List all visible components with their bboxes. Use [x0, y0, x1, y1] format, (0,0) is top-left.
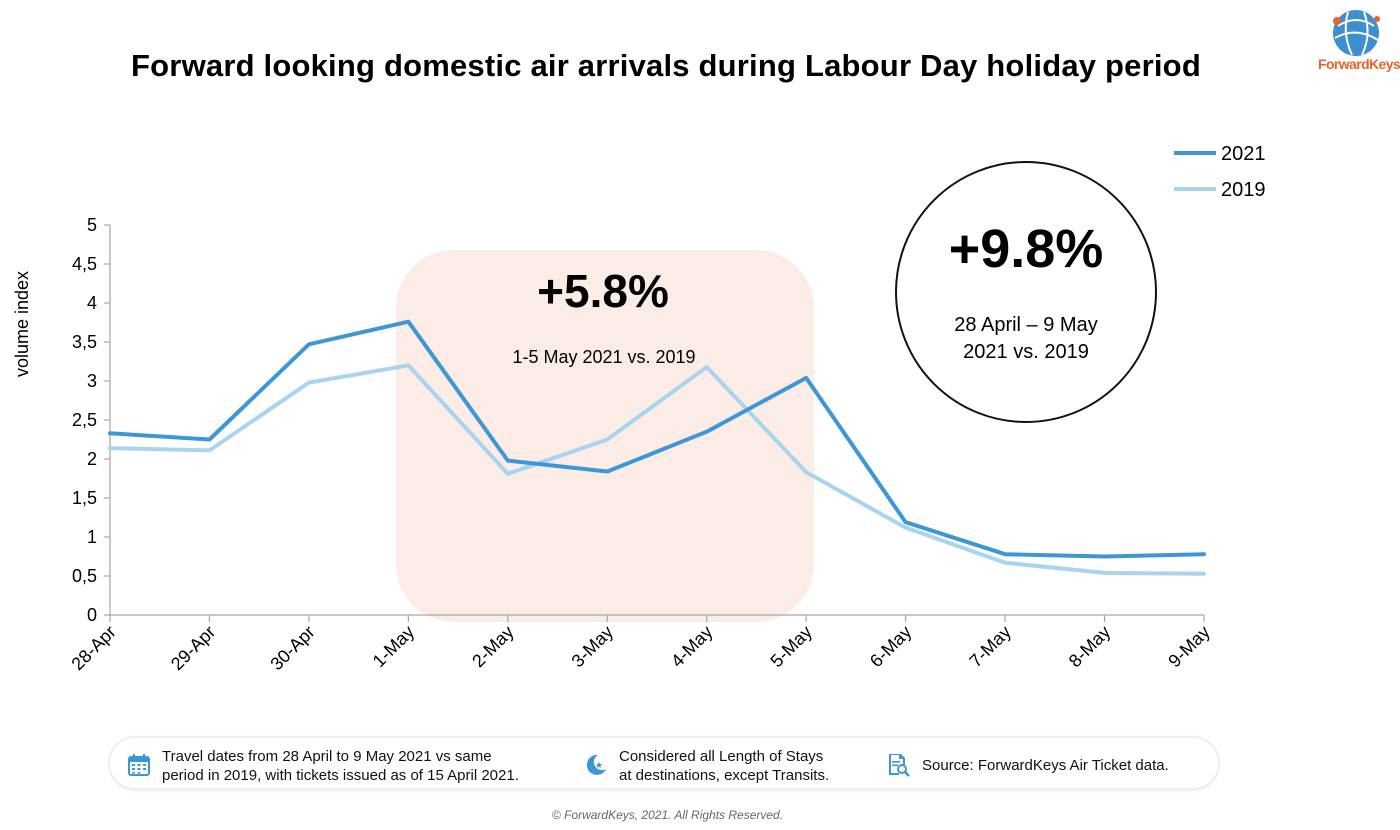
y-tick-label: 3,5 [72, 332, 97, 352]
highlight-period-box [396, 250, 814, 622]
y-tick-label: 0,5 [72, 566, 97, 586]
y-tick-label: 1 [87, 527, 97, 547]
y-axis-label: volume index [12, 271, 32, 377]
x-tick-label: 30-Apr [266, 622, 318, 674]
x-tick-label: 28-Apr [67, 622, 119, 674]
footer-note-source: Source: ForwardKeys Air Ticket data. [922, 756, 1169, 775]
summary-line1: 28 April – 9 May [954, 314, 1097, 336]
y-tick-label: 1,5 [72, 488, 97, 508]
legend-label-2019: 2019 [1221, 179, 1266, 201]
copyright: © ForwardKeys, 2021. All Rights Reserved… [551, 808, 784, 822]
summary-circle [895, 161, 1157, 423]
line-chart: +5.8% 1-5 May 2021 vs. 2019 +9.8% 28 Apr… [12, 143, 1266, 674]
y-tick-label: 4,5 [72, 254, 97, 274]
series-layer [108, 319, 1206, 576]
y-tick-label: 2 [87, 449, 97, 469]
footer-note-line: Source: ForwardKeys Air Ticket data. [922, 757, 1169, 774]
calendar-icon [128, 754, 150, 776]
footer-note-line: period in 2019, with tickets issued as o… [162, 767, 519, 784]
summary-value: +9.8% [949, 219, 1104, 279]
y-tick-label: 4 [87, 293, 97, 313]
footer-note-travel-dates: Travel dates from 28 April to 9 May 2021… [162, 747, 519, 785]
page-title: Forward looking domestic air arrivals du… [131, 48, 1201, 83]
y-tick-label: 0 [87, 605, 97, 625]
globe-logo-icon [1333, 10, 1380, 56]
x-tick-label: 29-Apr [167, 622, 219, 674]
x-tick-label: 4-May [667, 622, 717, 672]
series-line-2021 [108, 319, 1206, 559]
x-tick-label: 9-May [1164, 622, 1214, 672]
x-tick-label: 2-May [468, 622, 518, 672]
footer-note-line: Considered all Length of Stays [619, 748, 824, 765]
x-tick-label: 3-May [568, 622, 618, 672]
logo: ForwardKeys [1318, 8, 1400, 72]
y-tick-label: 3 [87, 371, 97, 391]
x-tick-label: 5-May [767, 622, 817, 672]
footer-note-length-of-stay: Considered all Length of Stays at destin… [619, 747, 829, 785]
x-tick-label: 7-May [965, 622, 1015, 672]
legend-label-2021: 2021 [1221, 143, 1266, 165]
y-tick-label: 2,5 [72, 410, 97, 430]
x-tick-label: 6-May [866, 622, 916, 672]
highlight-value: +5.8% [537, 265, 669, 317]
moon-icon [586, 754, 606, 775]
highlight-label: 1-5 May 2021 vs. 2019 [512, 347, 695, 367]
x-tick-label: 1-May [369, 622, 419, 672]
document-search-icon [889, 754, 910, 777]
footer-note-line: at destinations, except Transits. [619, 767, 830, 784]
footer-note-line: Travel dates from 28 April to 9 May 2021… [162, 748, 492, 765]
footer-notes: Travel dates from 28 April to 9 May 2021… [108, 736, 1220, 790]
x-tick-label: 8-May [1065, 622, 1115, 672]
summary-line2: 2021 vs. 2019 [963, 341, 1089, 363]
logo-text: ForwardKeys [1318, 56, 1400, 72]
series-line-2019 [108, 363, 1206, 576]
y-tick-label: 5 [87, 215, 97, 235]
legend: 2021 2019 [1174, 143, 1266, 201]
